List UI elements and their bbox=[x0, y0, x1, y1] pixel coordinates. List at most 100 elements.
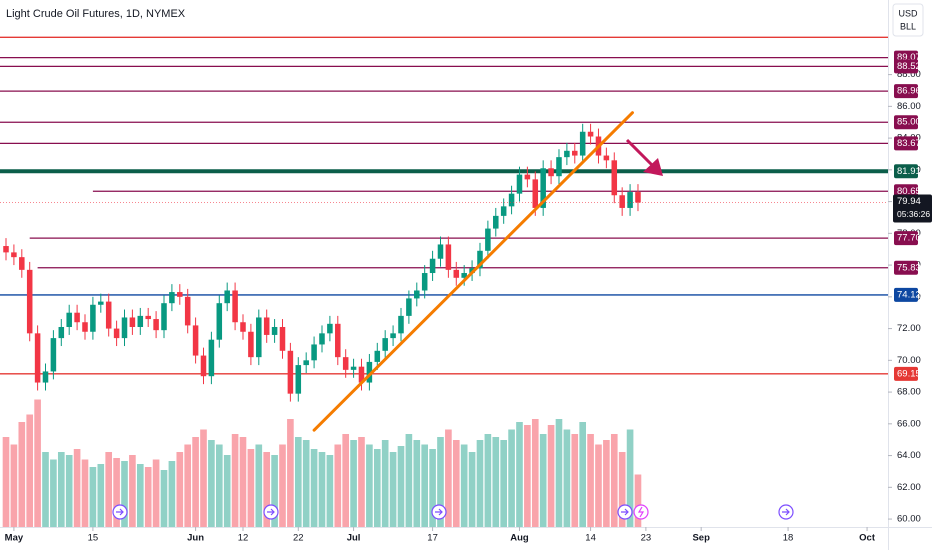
x-tick-label: 23 bbox=[641, 533, 652, 544]
volume-bar bbox=[516, 422, 523, 527]
volume-bar bbox=[255, 444, 263, 527]
chart-title: Light Crude Oil Futures, 1D, NYMEX bbox=[6, 8, 186, 20]
candle-body bbox=[82, 322, 88, 332]
candle-body bbox=[34, 333, 41, 383]
candle-body bbox=[271, 326, 278, 335]
candle-body bbox=[516, 174, 523, 194]
volume-bar bbox=[397, 446, 405, 527]
volume-bar bbox=[334, 444, 342, 527]
volume-bar bbox=[239, 437, 247, 527]
candle-body bbox=[548, 168, 554, 177]
candle-body bbox=[477, 250, 483, 269]
candle-body bbox=[493, 215, 499, 229]
candle-body bbox=[50, 338, 57, 372]
level-label-box bbox=[894, 164, 918, 179]
volume-bar bbox=[445, 429, 452, 527]
y-tick-label: 88.00 bbox=[897, 69, 921, 80]
y-tick-label: 70.00 bbox=[897, 355, 921, 366]
y-tick-label: 62.00 bbox=[897, 482, 921, 493]
volume-bar bbox=[342, 434, 350, 527]
candle-body bbox=[627, 192, 633, 208]
currency-box[interactable] bbox=[892, 3, 924, 37]
volume-bar bbox=[73, 449, 81, 527]
candle-body bbox=[319, 333, 325, 345]
x-tick-label: Aug bbox=[510, 533, 529, 544]
y-tick-label: 66.00 bbox=[897, 418, 921, 429]
volume-bar bbox=[429, 449, 436, 527]
volume-bar bbox=[437, 437, 444, 527]
candle-body bbox=[66, 312, 72, 327]
candle-body bbox=[169, 292, 175, 304]
level-label-box bbox=[894, 59, 918, 74]
candle-body bbox=[508, 193, 515, 207]
volume-bar bbox=[563, 429, 571, 527]
x-tick-label: May bbox=[5, 533, 24, 544]
candle-body bbox=[366, 361, 373, 383]
candle-body bbox=[635, 192, 641, 203]
candle-body bbox=[192, 325, 199, 356]
time-axis: May 15 Jun 12 22 Jul 17 Aug 14 23 Sep 18 Oct bbox=[5, 527, 876, 544]
level-label-box bbox=[894, 115, 918, 130]
volume-bar bbox=[105, 452, 113, 527]
x-tick-label: 14 bbox=[585, 533, 596, 544]
volume-bar bbox=[200, 429, 207, 527]
candle-body bbox=[564, 150, 570, 158]
volume-bar bbox=[34, 399, 41, 527]
volume-bar bbox=[208, 440, 215, 527]
x-tick-label: Jul bbox=[347, 533, 361, 544]
event-arrow bbox=[116, 508, 790, 516]
level-label-box bbox=[894, 366, 918, 381]
volume-bar bbox=[50, 459, 57, 527]
level-label-box bbox=[894, 287, 918, 302]
candle-body bbox=[579, 131, 586, 156]
candle-body bbox=[556, 157, 562, 177]
volume-bar bbox=[89, 467, 97, 527]
volume-bar bbox=[571, 434, 579, 527]
x-tick-label: Jun bbox=[187, 533, 204, 544]
volume-bar bbox=[326, 455, 334, 527]
candle-body bbox=[500, 206, 507, 216]
candle-body bbox=[335, 323, 341, 358]
level-label: 86.96 bbox=[897, 86, 921, 97]
candle-body bbox=[240, 322, 246, 332]
candle-body bbox=[398, 315, 404, 334]
volume-bar bbox=[129, 455, 136, 527]
volume-bar bbox=[271, 455, 278, 527]
volume-bar bbox=[547, 425, 555, 527]
candle-body bbox=[587, 131, 594, 137]
candle-body bbox=[540, 168, 546, 208]
volume-bar bbox=[421, 444, 429, 527]
volume-bar bbox=[144, 467, 152, 527]
volume-bar bbox=[10, 444, 18, 527]
volume-bar bbox=[231, 434, 239, 527]
x-tick-label: 18 bbox=[783, 533, 794, 544]
volume-bar bbox=[555, 419, 563, 527]
candle-body bbox=[11, 252, 17, 258]
volume-bar bbox=[136, 464, 144, 527]
volume-bar bbox=[350, 440, 357, 527]
volume-bar bbox=[192, 437, 199, 527]
level-label: 85.00 bbox=[897, 117, 921, 128]
volume-bar bbox=[97, 464, 105, 527]
level-label-box bbox=[894, 260, 918, 275]
y-tick-label: 68.00 bbox=[897, 387, 921, 398]
candle-body bbox=[311, 344, 317, 361]
candle-body bbox=[342, 357, 349, 370]
y-tick-label: 86.00 bbox=[897, 101, 921, 112]
level-label: 77.70 bbox=[897, 233, 921, 244]
x-tick-label: 17 bbox=[427, 533, 438, 544]
volume-bar bbox=[318, 452, 326, 527]
volume-bar bbox=[113, 458, 120, 527]
candle-body bbox=[224, 290, 230, 304]
volume-bar bbox=[81, 459, 89, 527]
volume-bar bbox=[302, 440, 310, 527]
volume-bar bbox=[294, 437, 302, 527]
volume-bar bbox=[524, 425, 531, 527]
candle-body bbox=[161, 303, 167, 331]
candle-body bbox=[532, 179, 539, 208]
volume-bar bbox=[263, 452, 271, 527]
volume-bar bbox=[168, 461, 176, 527]
candle-body bbox=[350, 366, 357, 370]
candle-body bbox=[461, 273, 467, 278]
